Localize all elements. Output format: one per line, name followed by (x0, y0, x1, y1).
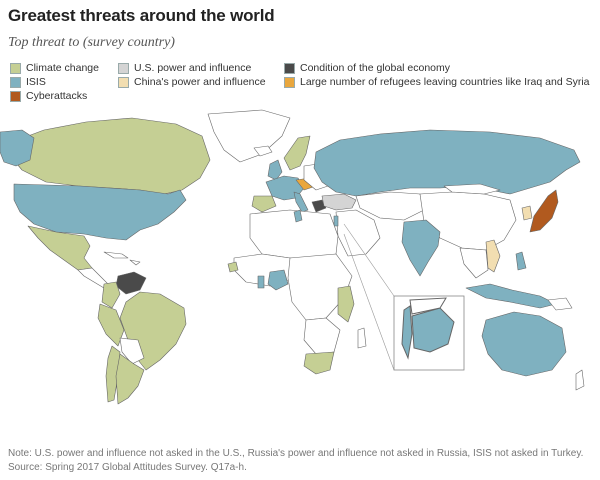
legend-item-global-economy: Condition of the global economy (284, 62, 450, 74)
region-new-zealand (575, 369, 585, 391)
legend-swatch-refugees (284, 76, 295, 88)
region-japan (529, 189, 559, 233)
legend-item-china-power: China's power and influence (118, 76, 266, 88)
region-israel (333, 215, 339, 227)
region-greece (311, 199, 327, 213)
world-map-svg (0, 109, 585, 405)
legend-label-us-power: U.S. power and influence (134, 62, 252, 74)
region-papua-new-guinea (547, 297, 573, 311)
legend-label-china-power: China's power and influence (134, 76, 266, 88)
chart-subtitle: Top threat to (survey country) (8, 35, 175, 50)
region-south-korea (521, 205, 533, 221)
region-southern-africa (303, 317, 341, 355)
legend-item-refugees: Large number of refugees leaving countri… (284, 76, 590, 88)
footer-source: Source: Spring 2017 Global Attitudes Sur… (8, 462, 247, 473)
region-australia (481, 311, 567, 377)
inset-israel (401, 305, 413, 360)
region-philippines (515, 251, 527, 271)
footer-note: Note: U.S. power and influence not asked… (8, 448, 584, 459)
region-venezuela (115, 271, 147, 295)
chart-title: Greatest threats around the world (8, 6, 275, 25)
region-turkey (321, 193, 357, 211)
region-mongolia (443, 183, 501, 195)
region-argentina (115, 353, 145, 405)
region-central-asia (355, 191, 425, 221)
region-iceland (253, 145, 273, 157)
legend-label-refugees: Large number of refugees leaving countri… (300, 76, 590, 88)
region-india (401, 219, 441, 277)
legend-swatch-isis (10, 76, 21, 88)
legend-item-cyberattacks: Cyberattacks (10, 90, 87, 102)
legend-swatch-global-economy (284, 62, 295, 74)
region-russia (313, 129, 581, 197)
legend-label-climate-change: Climate change (26, 62, 99, 74)
region-colombia (101, 281, 121, 309)
legend-item-climate-change: Climate change (10, 62, 99, 74)
legend-item-isis: ISIS (10, 76, 46, 88)
region-madagascar (357, 327, 367, 349)
region-vietnam (485, 239, 501, 273)
region-indonesia (465, 283, 557, 309)
region-caribbean (103, 251, 141, 266)
map-legend: Climate change ISIS Cyberattacks U.S. po… (10, 62, 600, 110)
region-north-africa (249, 209, 339, 259)
region-italy (293, 191, 309, 213)
region-ghana (257, 275, 265, 289)
region-alaska (0, 129, 35, 167)
region-united-states (13, 183, 187, 241)
region-bolivia-paraguay (119, 337, 145, 365)
legend-swatch-climate-change (10, 62, 21, 74)
region-central-america (77, 267, 109, 289)
region-canada (11, 117, 211, 195)
inset-connector-top (343, 223, 395, 297)
region-nigeria (267, 269, 289, 291)
inset-neighbor (409, 297, 447, 315)
region-middle-east (335, 209, 381, 257)
legend-swatch-cyberattacks (10, 90, 21, 102)
region-south-africa (303, 351, 335, 375)
legend-swatch-china-power (118, 76, 129, 88)
region-tunisia (293, 209, 303, 223)
legend-label-isis: ISIS (26, 76, 46, 88)
legend-item-us-power: U.S. power and influence (118, 62, 251, 74)
region-greenland (207, 109, 291, 163)
region-peru (97, 303, 125, 347)
region-southeast-asia (459, 247, 489, 279)
legend-label-global-economy: Condition of the global economy (300, 62, 451, 74)
world-map (0, 108, 600, 408)
legend-swatch-us-power (118, 62, 129, 74)
legend-label-cyberattacks: Cyberattacks (26, 90, 88, 102)
region-senegal (227, 261, 239, 273)
region-united-kingdom (267, 159, 283, 181)
region-spain (251, 195, 277, 213)
region-kenya-tanzania (337, 285, 355, 323)
inset-connector-bottom (343, 233, 395, 371)
region-scandinavia (283, 135, 311, 171)
